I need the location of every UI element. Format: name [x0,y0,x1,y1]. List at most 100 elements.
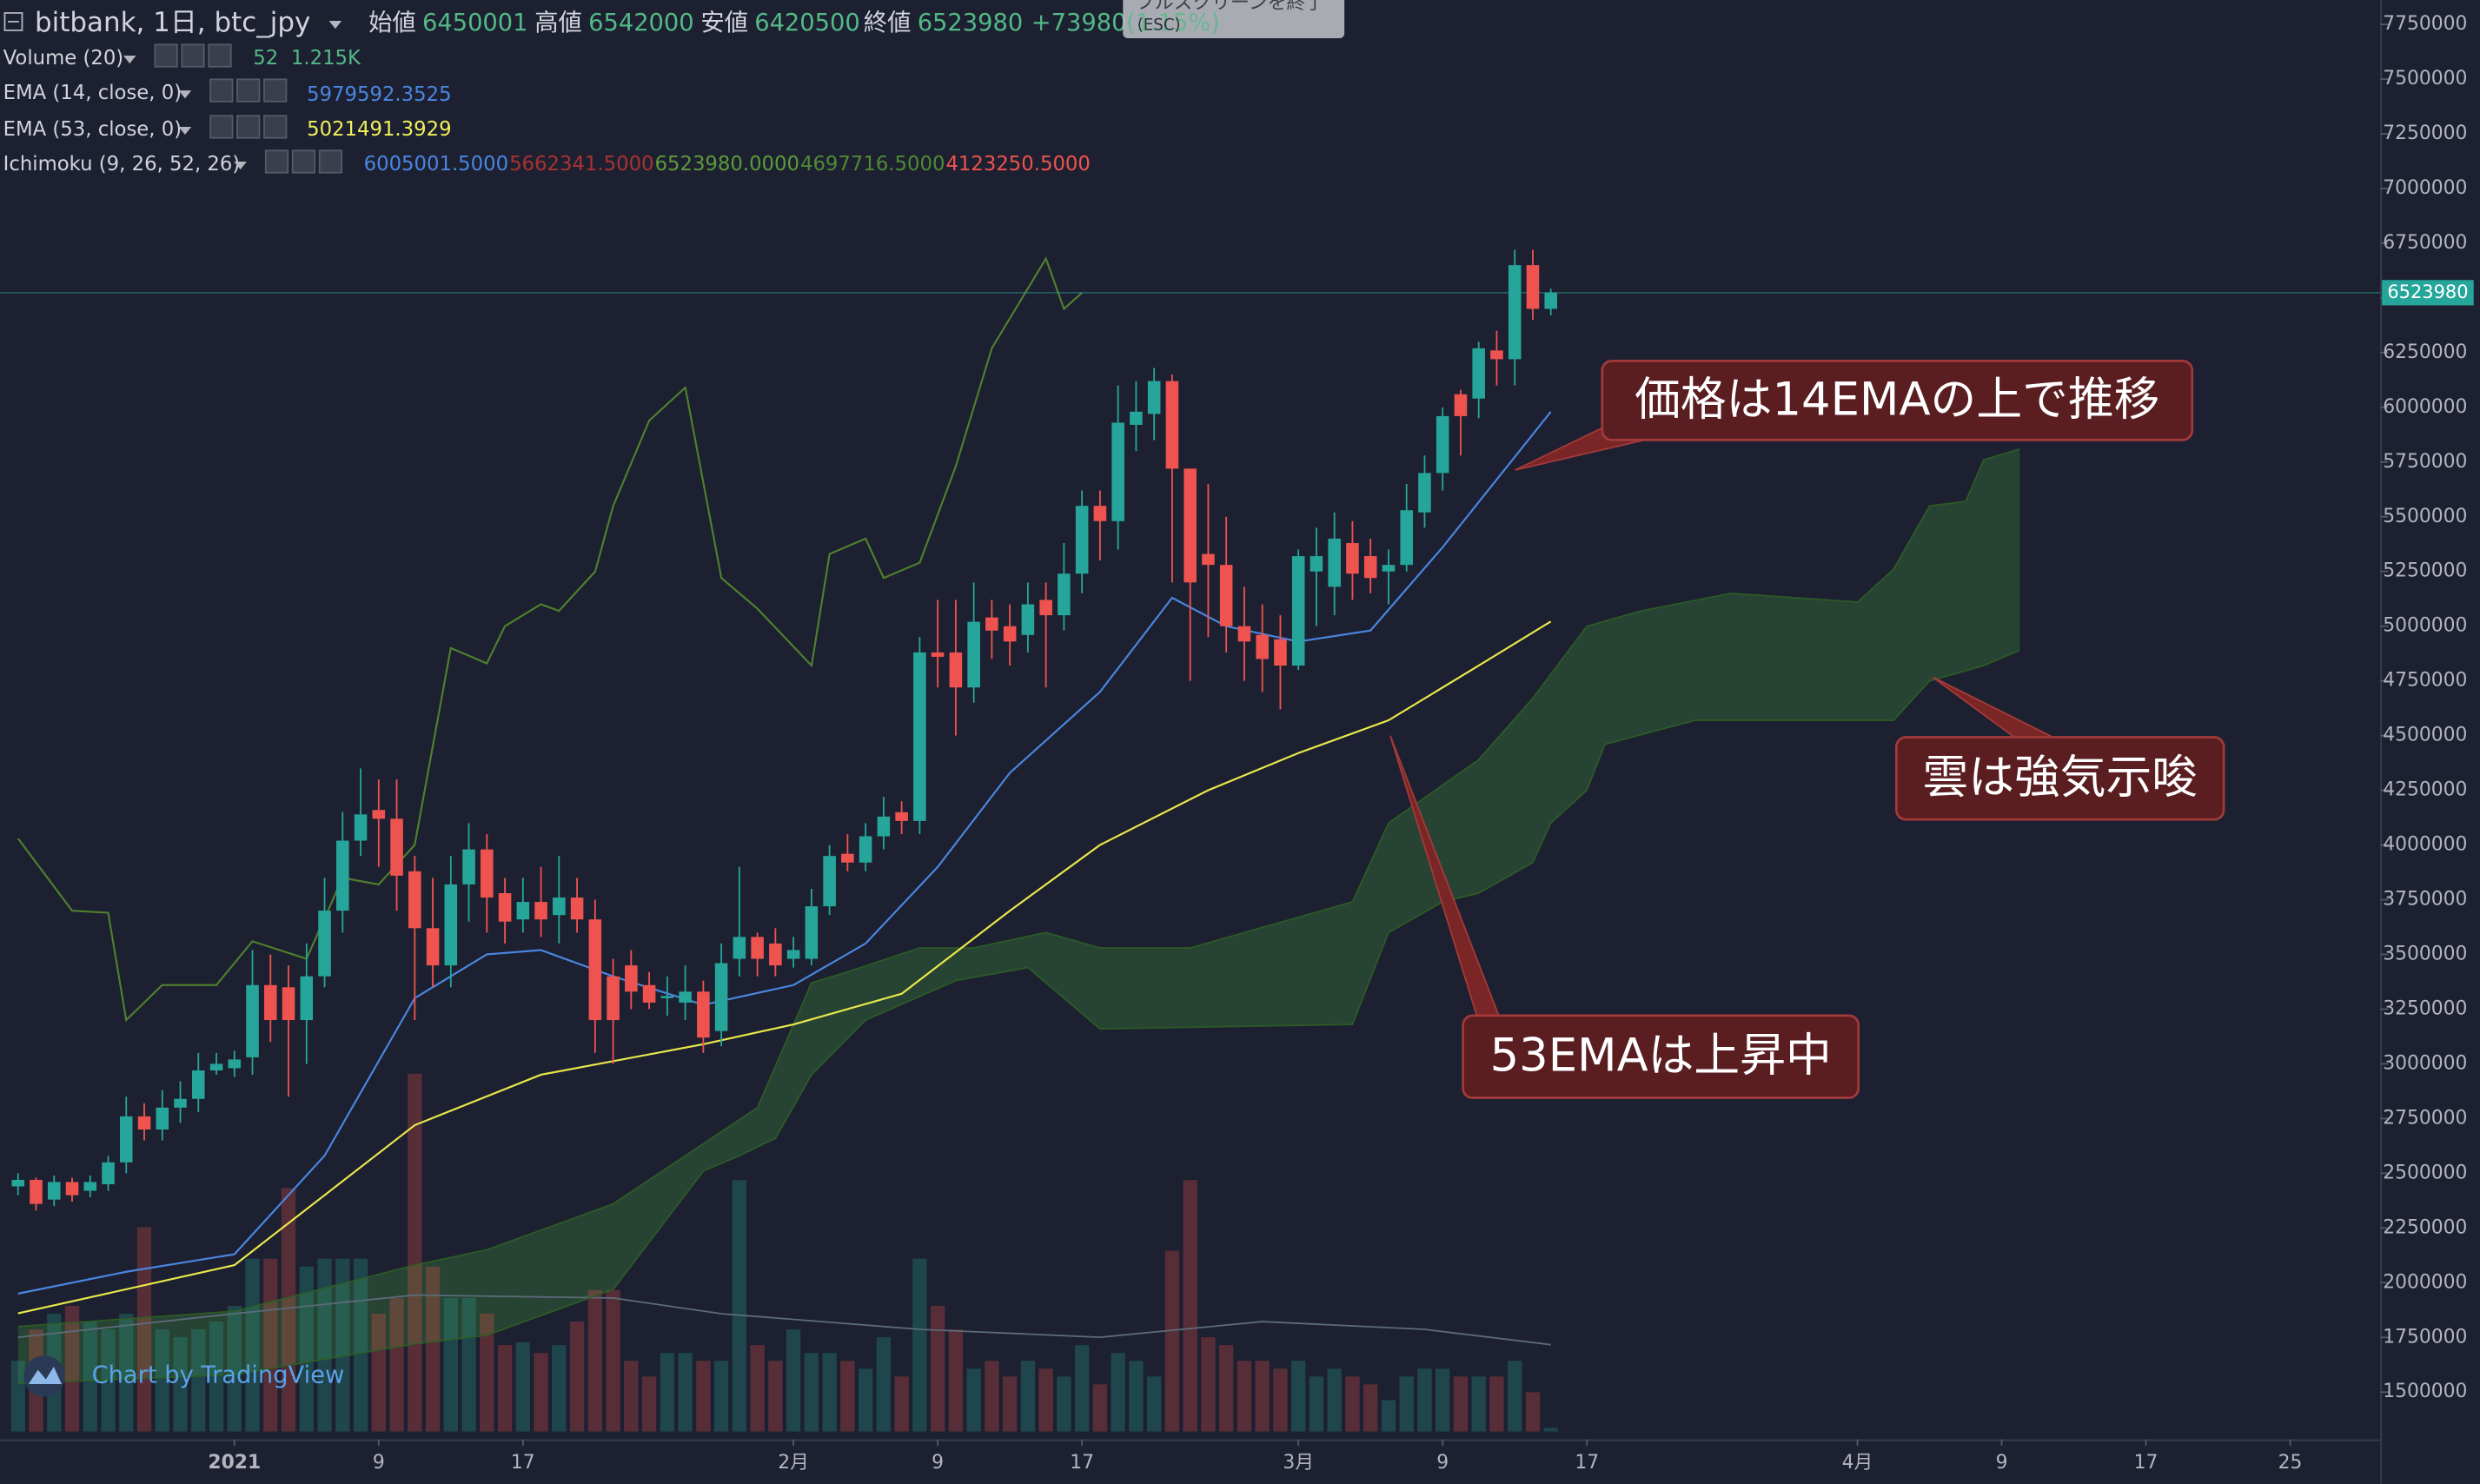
x-tick-label: 4月 [1842,1452,1873,1474]
volume-bar [1002,1376,1018,1432]
legend-icon[interactable] [236,115,261,139]
y-tick-label: 3000000 [2383,1052,2467,1074]
candle-body [1544,292,1557,309]
legend-icon[interactable] [264,149,289,174]
y-tick-label: 7750000 [2383,13,2467,35]
candle-body [11,1179,25,1187]
ohlc-value: 6450001 [422,10,528,36]
ema-line [17,620,1552,1315]
collapse-icon[interactable] [3,11,23,31]
legend-icon[interactable] [154,43,178,68]
volume-bar [317,1258,332,1432]
candle-body [318,911,331,977]
candle-body [534,902,547,920]
legend-icon[interactable] [208,43,232,68]
volume-bar [534,1353,548,1432]
candle-body [336,840,349,911]
y-tick-label: 5000000 [2383,615,2467,637]
volume-bar [750,1345,765,1432]
legend-label[interactable]: EMA (14, close, 0) [3,82,182,104]
volume-bar [948,1329,964,1432]
dropdown-arrow[interactable] [178,90,192,99]
x-tick-label: 17 [511,1452,535,1474]
candle-body [751,937,764,959]
volume-bar [1417,1368,1432,1432]
candle-body [1400,510,1413,566]
volume-bar [1543,1428,1558,1432]
volume-bar [1436,1368,1450,1432]
chart-title[interactable]: bitbank, 1日, btc_jpy [35,7,310,38]
candle-body [642,984,656,1003]
candle-body [1490,350,1503,360]
candle-body [1363,556,1377,579]
volume-bar [1525,1392,1541,1432]
legend-icon[interactable] [318,149,343,174]
volume-bar [696,1361,711,1432]
ohlc-value: 6420500 [754,10,860,36]
volume-bar [1074,1345,1090,1432]
change-percent: (1.15%) [1126,10,1220,36]
dropdown-arrow[interactable] [178,126,192,136]
volume-bar [245,1258,260,1432]
annotation-box [1462,1014,1860,1099]
legend-icon[interactable] [236,78,261,103]
candle-body [156,1107,169,1130]
candle-body [985,617,998,631]
x-tick-label: 9 [1436,1452,1449,1474]
volume-bar [624,1361,639,1432]
legend-icon[interactable] [209,78,234,103]
ohlc-value: 6523980 [918,10,1024,36]
x-tick-label: 17 [1575,1452,1599,1474]
x-tick-label: 3月 [1283,1452,1314,1474]
y-tick-label: 5500000 [2383,506,2467,527]
dropdown-arrow[interactable] [328,21,342,30]
candle-body [1003,626,1017,642]
candle-body [137,1116,151,1130]
volume-bar [1381,1400,1396,1432]
volume-bar [408,1073,422,1432]
legend-icon[interactable] [181,43,205,68]
candle-body [102,1162,115,1184]
dropdown-arrow[interactable] [123,56,136,64]
candle-body [805,906,819,959]
candle-body [444,884,458,966]
credit[interactable]: Chart by TradingView [92,1361,345,1388]
volume-bar [1471,1376,1486,1432]
candle-body [553,898,566,916]
legend-label[interactable]: Ichimoku (9, 26, 52, 26) [3,153,241,176]
y-tick-label: 3250000 [2383,997,2467,1019]
legend-value: 52 [253,47,278,70]
legend-icon[interactable] [263,115,288,139]
dropdown-arrow[interactable] [234,162,247,170]
annotation-box [1894,736,2225,821]
candle-body [1382,565,1396,572]
candle-body [877,816,891,837]
volume-bar [1453,1376,1469,1432]
annotation-text: 雲は強気示唆 [1922,751,2198,804]
volume-bar [985,1361,999,1432]
candle-body [949,652,963,688]
candle-body [697,991,710,1038]
candle-body [1111,422,1124,521]
volume-ma-line [17,1294,1551,1346]
volume-bar [1146,1376,1162,1432]
volume-bar [1309,1376,1324,1432]
annotation-box [1601,359,2194,441]
volume-bar [966,1368,981,1432]
legend-label[interactable]: Volume (20) [3,47,124,70]
legend-icon[interactable] [263,78,288,103]
y-tick-label: 2750000 [2383,1107,2467,1129]
ohlc-label: 安値 [700,10,748,36]
volume-bar [552,1345,567,1432]
candle-body [1454,394,1468,416]
x-tick-label: 17 [1070,1452,1094,1474]
volume-bar [1489,1376,1504,1432]
legend-icon[interactable] [209,115,234,139]
candle-body [83,1182,97,1191]
legend-label[interactable]: EMA (53, close, 0) [3,118,182,141]
volume-bar [1399,1376,1414,1432]
volume-bar [912,1258,927,1432]
legend-icon[interactable] [291,149,316,174]
tradingview-logo[interactable] [23,1355,65,1397]
